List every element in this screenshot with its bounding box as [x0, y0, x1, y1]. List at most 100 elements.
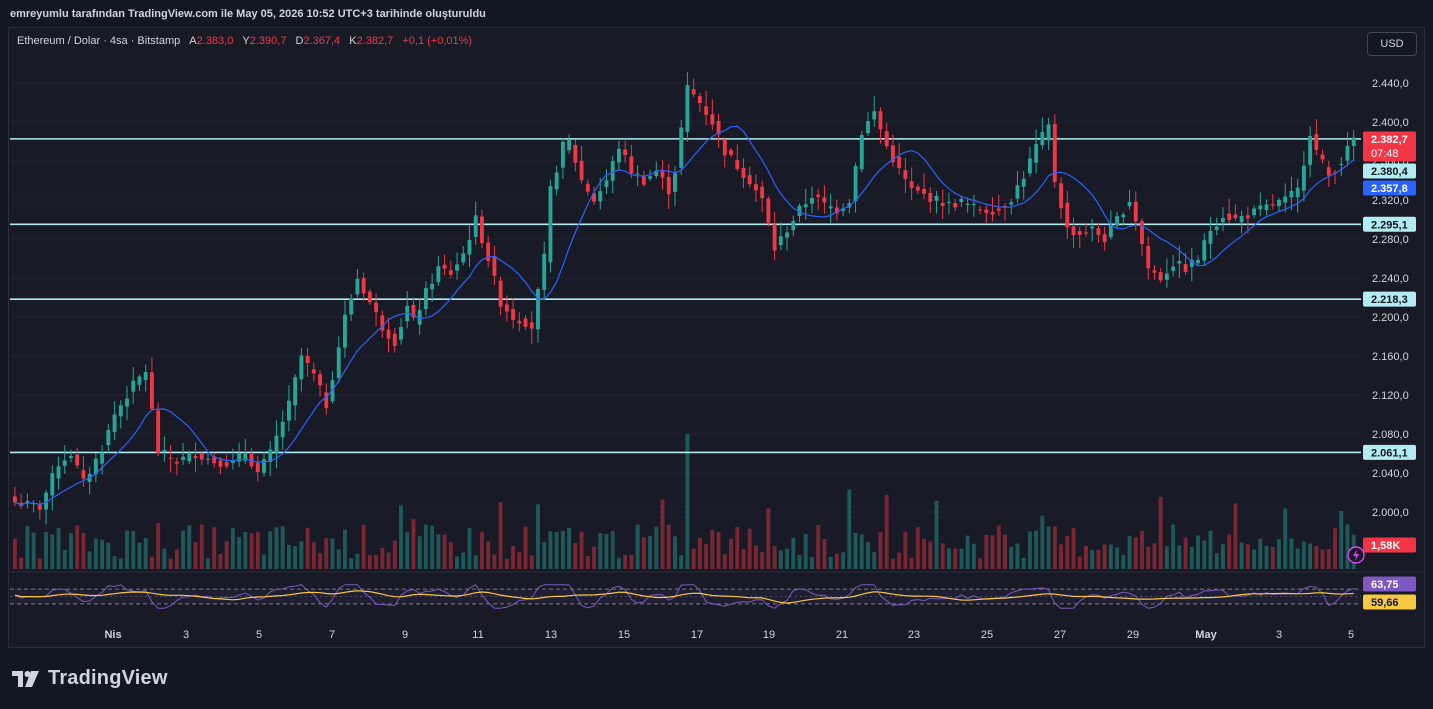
volume-bar [1339, 511, 1344, 569]
candle-body [673, 173, 677, 192]
candle-body [536, 288, 540, 330]
candle [990, 197, 995, 222]
candle-body [785, 232, 789, 238]
candle-body [492, 256, 497, 276]
volume-bar [747, 528, 752, 569]
candle-body [218, 460, 223, 467]
volume-bar [243, 531, 248, 569]
volume-bar [318, 553, 322, 569]
candle [100, 445, 105, 475]
candle [69, 449, 73, 463]
candle [1121, 212, 1126, 226]
candle-body [143, 372, 148, 381]
candle [529, 311, 534, 344]
volume-bar [828, 556, 833, 569]
candle [797, 203, 802, 223]
candle-body [293, 377, 298, 406]
candle [828, 193, 833, 224]
footer-brand[interactable]: TradingView [12, 667, 168, 690]
candle [996, 194, 1001, 216]
candle-body [206, 458, 210, 460]
candle-body [1326, 167, 1331, 176]
volume-bar [206, 558, 210, 569]
symbol-title[interactable]: Ethereum / Dolar · 4sa · Bitstamp [17, 35, 181, 47]
volume-bar [834, 553, 839, 569]
candle-body [324, 392, 329, 408]
candle [1140, 218, 1144, 257]
candle [1320, 149, 1325, 164]
x-tick-label: 15 [618, 629, 630, 641]
candle-body [1301, 165, 1306, 191]
candle-body [118, 405, 123, 417]
volume-bar [311, 542, 316, 569]
candle-body [417, 310, 422, 325]
level-tag-label: 2.295,1 [1371, 219, 1408, 231]
tag-price-bg [1363, 131, 1416, 162]
candle-body [498, 280, 503, 307]
volume-bar [423, 524, 428, 569]
candle [1164, 258, 1169, 288]
volume-bar [1295, 548, 1300, 569]
currency-button[interactable]: USD [1367, 32, 1417, 56]
candle-body [753, 184, 758, 191]
candle [1351, 129, 1356, 161]
candle-body [480, 216, 484, 244]
volume-bar [654, 526, 659, 569]
candle-body [504, 304, 509, 312]
candle [1115, 211, 1120, 230]
volume-bar [753, 545, 758, 569]
candle [965, 197, 970, 213]
candle-body [560, 141, 565, 168]
candle-body [928, 192, 933, 202]
volume-bar [697, 537, 702, 569]
candle [237, 442, 242, 468]
candle [1015, 170, 1020, 203]
candle-body [112, 414, 117, 433]
candle [654, 161, 659, 179]
volume-bar [803, 533, 808, 569]
x-tick-label: 17 [691, 629, 703, 641]
candle-body [971, 203, 976, 205]
candle [268, 440, 273, 477]
candle [336, 336, 341, 384]
candle-body [953, 203, 958, 208]
level-tag: 2.295,1 [1363, 216, 1416, 232]
candle-body [872, 111, 877, 120]
candle [480, 209, 484, 249]
candle-body [990, 211, 995, 215]
candle [224, 454, 229, 469]
volume-bar [859, 534, 864, 569]
volume-bar [623, 554, 628, 569]
candle [1339, 156, 1344, 177]
y-tick-label: 2.240,0 [1372, 273, 1409, 285]
candle [697, 92, 702, 113]
candle [343, 300, 347, 358]
volume-bar [922, 538, 926, 569]
candle [112, 401, 117, 441]
tag-last: 2.380,4 [1363, 163, 1416, 179]
candle-body [884, 131, 889, 147]
volume-bar [75, 525, 80, 569]
candle-body [866, 121, 870, 134]
candle [206, 452, 210, 465]
candle [1090, 219, 1095, 242]
chart-panel[interactable] [8, 27, 1425, 648]
candle-body [187, 452, 192, 462]
candle-body [1084, 232, 1088, 234]
volume-bar [1021, 557, 1026, 569]
candle [691, 78, 696, 98]
volume-bar [841, 552, 846, 569]
candle-body [1133, 201, 1138, 222]
volume-bar [866, 542, 870, 569]
open-value: 2.383,0 [196, 35, 234, 47]
volume-bar [149, 556, 154, 569]
volume-bar [112, 556, 117, 569]
volume-bar [442, 534, 447, 569]
volume-bar [604, 533, 609, 569]
candle [1221, 207, 1225, 232]
y-tick-label: 2.320,0 [1372, 195, 1409, 207]
candle-body [947, 201, 951, 203]
candle-body [174, 461, 179, 464]
volume-bar [592, 546, 596, 569]
